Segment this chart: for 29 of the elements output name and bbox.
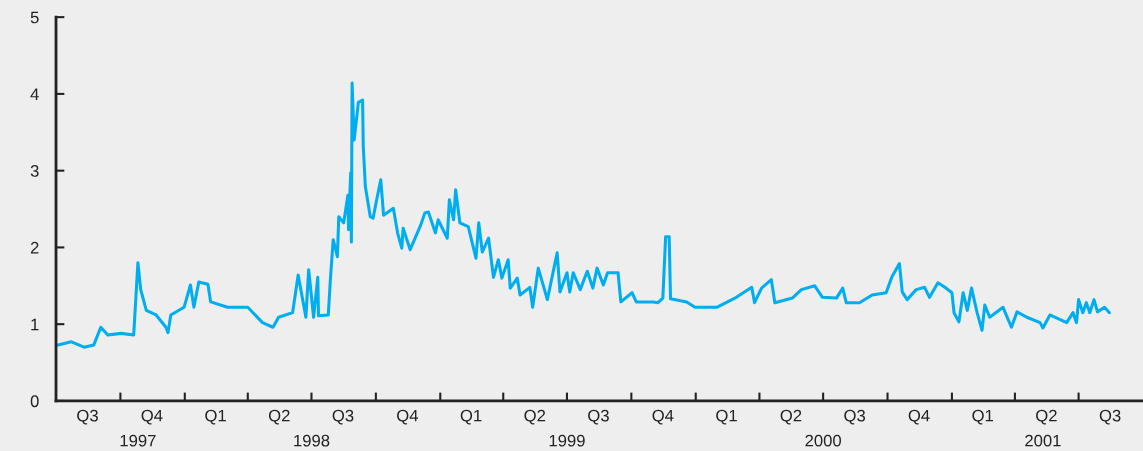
x-tick-label: Q4 — [908, 409, 930, 425]
x2-tick-label: 2001 — [1025, 434, 1061, 447]
x-tick-label: Q1 — [972, 409, 994, 425]
y-tick-label: 2 — [30, 241, 39, 254]
x2-tick-label: 2000 — [805, 434, 842, 447]
x-tick-label: Q4 — [652, 409, 674, 425]
x2-tick-label: 1999 — [549, 434, 585, 447]
y-tick-label: 5 — [30, 11, 39, 24]
x-tick-label: Q4 — [397, 409, 418, 425]
y-tick-label: 4 — [30, 88, 39, 100]
x-tick-label: Q3 — [588, 409, 609, 425]
x-tick-label: Q2 — [780, 409, 802, 425]
y-tick-label: 0 — [30, 395, 39, 408]
x2-tick-label: 1998 — [294, 434, 330, 447]
x2-tick-label: 1997 — [120, 434, 156, 447]
x-tick-label: Q1 — [460, 409, 482, 425]
x-tick-label: Q2 — [268, 409, 290, 425]
x-tick-label: Q1 — [205, 409, 226, 425]
line-series — [56, 81, 1111, 349]
x-tick-label: Q2 — [1036, 409, 1057, 425]
x-tick-label: Q4 — [141, 409, 163, 425]
x-tick-label: Q3 — [1099, 409, 1121, 425]
y-tick-label: 3 — [30, 165, 39, 177]
y-tick-label: 1 — [31, 318, 39, 331]
x-tick-label: Q3 — [844, 409, 866, 425]
x-tick-label: Q3 — [77, 409, 98, 425]
x-tick-label: Q1 — [716, 409, 737, 425]
x-tick-label: Q3 — [332, 409, 354, 425]
x-tick-label: Q2 — [524, 409, 546, 425]
